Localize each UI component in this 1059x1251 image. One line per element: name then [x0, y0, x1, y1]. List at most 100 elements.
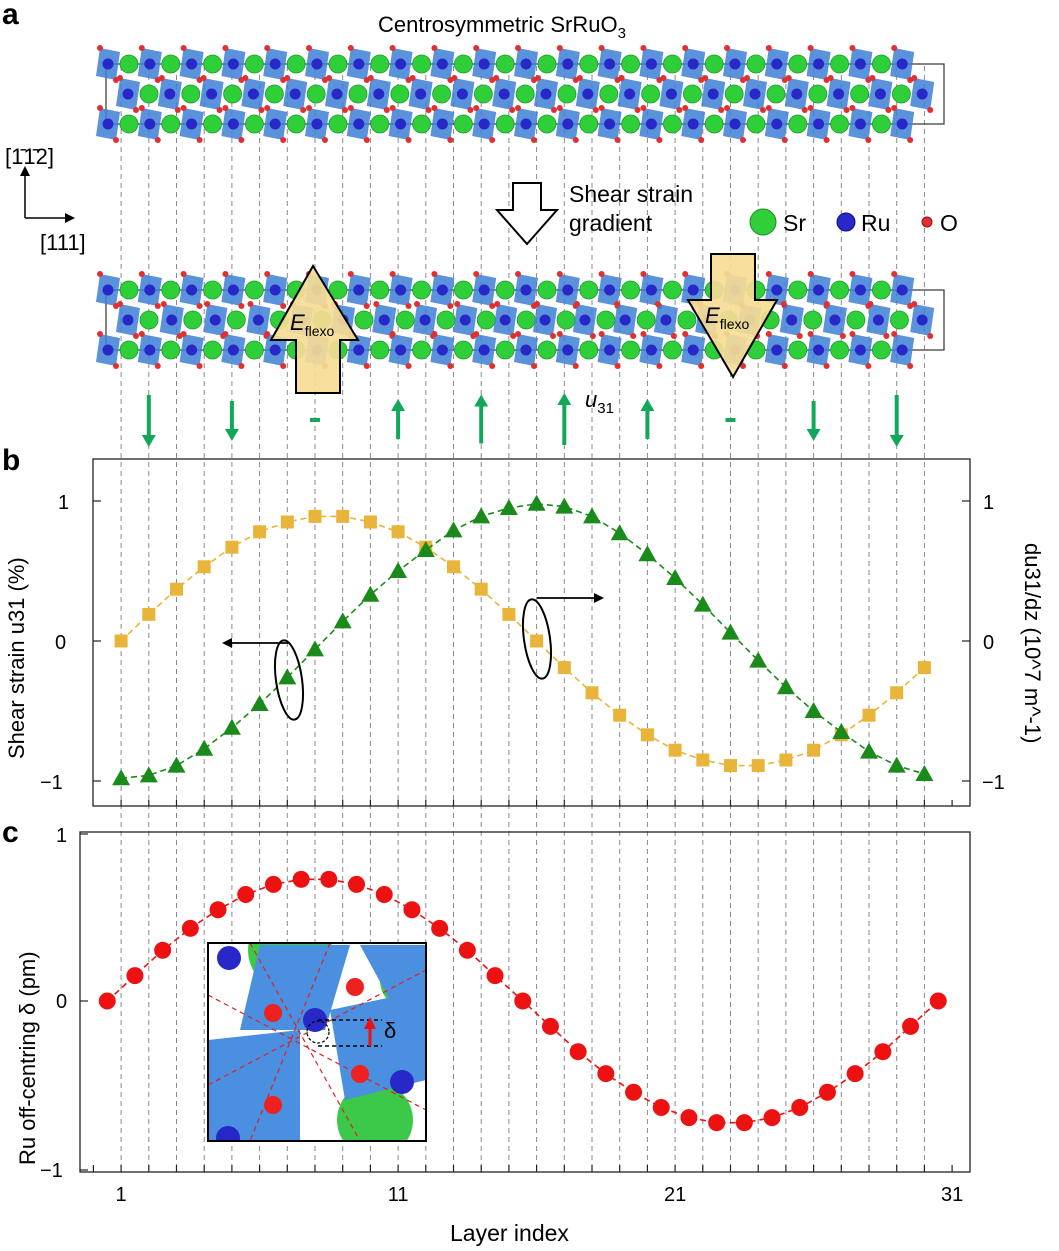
- panel-label-a: a: [2, 0, 19, 31]
- ru-atom: [619, 314, 631, 326]
- sr-atom: [370, 280, 390, 300]
- o-atom: [765, 45, 772, 51]
- sr-atom: [704, 114, 724, 134]
- ru-atom: [813, 58, 825, 70]
- ru-atom: [499, 314, 511, 326]
- o-atom: [204, 301, 211, 307]
- c-xtick-label: 11: [388, 1184, 409, 1206]
- sr-atom: [746, 54, 766, 74]
- sr-atom: [119, 54, 139, 74]
- ru-atom: [395, 58, 407, 70]
- sr-atom: [286, 114, 306, 134]
- ru-atom: [353, 58, 365, 70]
- sr-atom: [788, 280, 808, 300]
- ru-atom: [144, 344, 156, 356]
- ru-atom: [582, 88, 594, 100]
- o-atom: [891, 105, 898, 111]
- sr-atom: [453, 340, 473, 360]
- o-atom: [117, 301, 123, 307]
- o-atom: [551, 107, 557, 113]
- o-atom: [510, 333, 517, 339]
- sr-atom: [537, 54, 557, 74]
- b-ytick-0: 0: [55, 632, 66, 654]
- du31dz-point: [253, 525, 267, 539]
- sr-atom: [663, 54, 682, 74]
- o-atom: [154, 303, 161, 309]
- atom-legend: Sr Ru O: [749, 208, 958, 236]
- u31-point: [333, 612, 352, 629]
- strain-arrowhead: [224, 429, 239, 441]
- sr-atom: [663, 340, 682, 360]
- o-atom: [849, 105, 856, 111]
- ru-offcentring-point: [403, 901, 421, 919]
- sr-atom: [432, 84, 452, 104]
- panel-b-ticks: [93, 500, 970, 806]
- o-atom: [473, 105, 480, 111]
- o-atom: [670, 333, 677, 339]
- o-atom: [827, 75, 834, 81]
- sr-atom: [495, 280, 515, 300]
- ru-atom: [144, 284, 156, 296]
- ru-offcentring-point: [625, 1083, 643, 1101]
- sr-atom: [453, 114, 473, 134]
- o-atom: [724, 105, 730, 111]
- ru-atom: [164, 88, 176, 100]
- sr-atom: [579, 280, 599, 300]
- o-atom: [222, 331, 229, 337]
- o-atom: [907, 363, 914, 369]
- du31dz-point: [474, 582, 488, 596]
- ru-offcentring-point: [514, 992, 532, 1010]
- o-atom: [867, 301, 874, 307]
- panel-c-ytick-labels: 1 0 −1: [40, 825, 67, 1182]
- o-atom: [702, 75, 709, 81]
- o-atom: [598, 331, 605, 337]
- sr-atom: [599, 84, 619, 104]
- o-atom: [598, 271, 605, 277]
- u31-point: [860, 742, 878, 759]
- ru-atom: [916, 314, 928, 326]
- o-atom: [405, 363, 412, 369]
- o-atom: [823, 363, 830, 369]
- o-atom: [300, 107, 307, 113]
- ru-atom: [227, 344, 239, 356]
- ru-atom: [687, 284, 699, 296]
- o-atom: [744, 75, 750, 81]
- strain-arrowhead: [391, 399, 406, 411]
- ru-atom: [227, 118, 239, 130]
- ru-offcentring-inset: δ: [207, 942, 427, 1142]
- left-axis-indicator-icon: [222, 638, 305, 721]
- sr-atom: [788, 114, 808, 134]
- o-atom: [247, 301, 254, 307]
- o-atom: [138, 105, 145, 111]
- structure-title: Centrosymmetric SrRuO3: [378, 12, 626, 42]
- sr-atom-icon: [749, 208, 777, 236]
- o-atom: [180, 271, 187, 277]
- o-atom: [614, 301, 621, 307]
- o-atom: [489, 363, 496, 369]
- o-atom: [807, 271, 814, 277]
- ru-atom: [874, 88, 886, 100]
- o-atom: [447, 303, 454, 309]
- ru-atom: [395, 344, 407, 356]
- inset-delta-label: δ: [384, 1018, 396, 1043]
- right-axis-indicator-icon: [521, 593, 604, 680]
- ru-atom: [729, 58, 741, 70]
- sr-atom: [579, 54, 599, 74]
- sr-atom: [663, 280, 682, 300]
- ru-offcentring-point: [929, 992, 947, 1010]
- o-atom: [414, 301, 421, 307]
- ru-atom: [771, 118, 783, 130]
- ru-atom: [456, 88, 468, 100]
- ru-atom: [562, 284, 574, 296]
- sr-atom: [579, 340, 599, 360]
- ru-atom: [645, 284, 657, 296]
- ru-atom: [209, 314, 221, 326]
- o-atom: [630, 333, 637, 339]
- sr-atom: [183, 310, 203, 330]
- o-atom: [849, 331, 856, 337]
- sr-atom: [830, 54, 849, 74]
- sr-atom: [515, 84, 535, 104]
- ru-atom: [829, 314, 841, 326]
- o-atom: [138, 271, 145, 277]
